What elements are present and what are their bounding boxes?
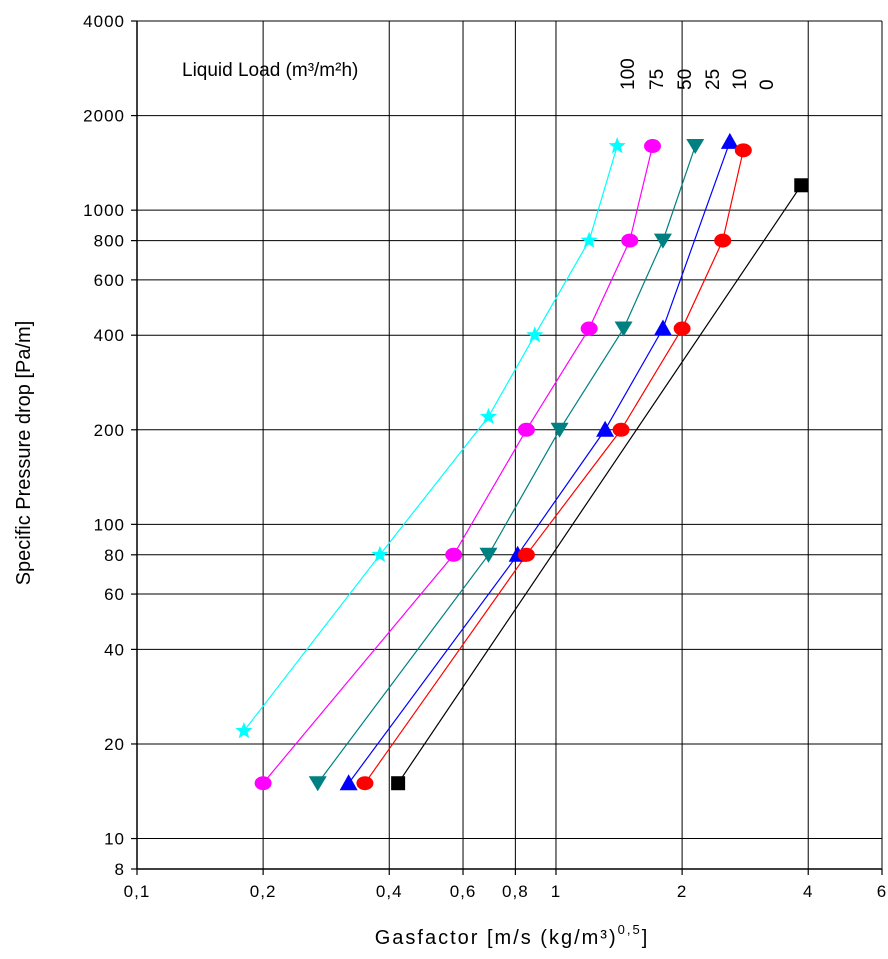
- data-point-circle: [673, 321, 691, 336]
- grid: [137, 20, 883, 869]
- x-tick-label: 4: [803, 882, 813, 901]
- y-axis-title: Specific Pressure drop [Pa/m]: [13, 321, 35, 586]
- y-tick-label: 60: [104, 585, 125, 604]
- series-line-25: [348, 141, 731, 784]
- marker-layer: [235, 132, 809, 792]
- x-axis-title-tail: ]: [642, 927, 650, 949]
- data-point-circle: [644, 139, 662, 154]
- x-axis-title: Gasfactor [m/s (kg/m³)0,5]: [375, 922, 650, 949]
- data-point-circle: [517, 547, 535, 562]
- data-point-triangle-up: [339, 774, 358, 791]
- data-point-circle: [621, 233, 639, 248]
- x-tick-label: 6: [877, 882, 887, 901]
- data-point-square: [391, 776, 406, 791]
- legend-title: Liquid Load (m³/m²h): [182, 60, 358, 81]
- series-line-50: [317, 145, 696, 784]
- y-tick-label: 8: [115, 860, 125, 879]
- legend-entry: 100: [618, 58, 639, 90]
- data-point-circle: [580, 321, 598, 336]
- y-tick-label: 80: [104, 546, 125, 565]
- x-tick-label: 2: [677, 882, 687, 901]
- y-tick-label: 600: [94, 271, 125, 290]
- data-point-circle: [714, 233, 732, 248]
- legend-entry: 0: [757, 79, 778, 90]
- axes: [131, 20, 883, 875]
- data-point-circle: [734, 143, 752, 158]
- data-point-triangle-down: [614, 321, 633, 337]
- legend-entry: 25: [703, 69, 724, 90]
- y-tick-label: 4000: [83, 12, 125, 31]
- data-point-star: [526, 326, 544, 343]
- data-point-star: [608, 137, 626, 154]
- legend-entry: 75: [647, 69, 668, 90]
- series-line-100: [243, 145, 618, 732]
- series-line-0: [397, 184, 802, 784]
- data-point-triangle-down: [479, 547, 498, 563]
- x-tick-label: 0,4: [376, 882, 403, 901]
- legend-entry: 10: [730, 69, 751, 90]
- data-point-triangle-down: [686, 139, 705, 155]
- data-point-star: [479, 407, 498, 425]
- labels-layer: Gasfactor [m/s (kg/m³)0,5] Specific Pres…: [13, 12, 887, 949]
- y-tick-label: 800: [94, 232, 125, 251]
- data-point-square: [794, 178, 809, 193]
- x-tick-label: 0,6: [450, 882, 477, 901]
- series-line-75: [262, 145, 654, 784]
- y-tick-label: 2000: [83, 107, 125, 126]
- y-tick-label: 10: [104, 830, 125, 849]
- data-point-triangle-up: [653, 319, 672, 336]
- x-axis-title-superscript: 0,5: [618, 922, 642, 937]
- data-point-triangle-up: [720, 132, 739, 149]
- data-point-circle: [612, 422, 630, 437]
- data-point-triangle-up: [596, 420, 615, 437]
- x-tick-label: 0,2: [250, 882, 277, 901]
- series-line-10: [364, 150, 744, 784]
- y-tick-label: 200: [94, 421, 125, 440]
- data-point-triangle-down: [653, 233, 672, 249]
- data-point-triangle-down: [308, 776, 327, 792]
- data-point-star: [371, 545, 389, 563]
- data-point-circle: [356, 776, 374, 791]
- x-tick-label: 0,8: [502, 882, 529, 901]
- y-tick-label: 100: [94, 515, 125, 534]
- data-point-triangle-down: [550, 422, 569, 438]
- y-tick-label: 400: [94, 326, 125, 345]
- y-tick-label: 40: [104, 640, 125, 659]
- x-tick-label: 0,1: [124, 882, 151, 901]
- data-point-circle: [445, 547, 463, 562]
- y-tick-label: 1000: [83, 201, 125, 220]
- data-point-star: [580, 231, 598, 248]
- legend-entry: 50: [675, 69, 696, 90]
- y-tick-label: 20: [104, 735, 125, 754]
- data-point-circle: [517, 422, 535, 437]
- data-point-star: [235, 721, 253, 739]
- x-tick-label: 1: [551, 882, 561, 901]
- data-point-circle: [254, 776, 272, 791]
